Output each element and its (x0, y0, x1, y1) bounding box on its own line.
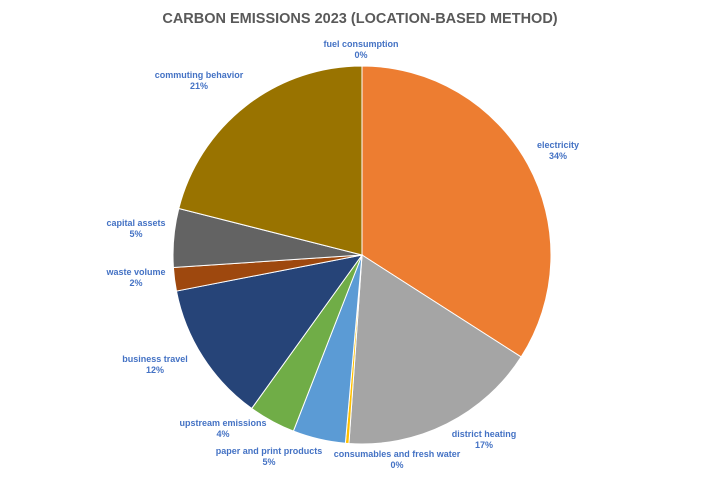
label-capital-assets: capital assets 5% (106, 218, 165, 239)
label-percent: 12% (146, 365, 164, 375)
label-percent: 21% (190, 81, 208, 91)
label-percent: 5% (262, 457, 275, 467)
label-paper-and-print-products: paper and print products 5% (216, 446, 323, 467)
label-name: electricity (537, 140, 579, 150)
label-fuel-consumption: fuel consumption 0% (324, 39, 399, 60)
label-name: consumables and fresh water (334, 449, 461, 459)
label-name: business travel (122, 354, 188, 364)
label-name: capital assets (106, 218, 165, 228)
label-consumables-and-fresh-water: consumables and fresh water 0% (334, 449, 461, 470)
data-labels: fuel consumption 0%electricity 34%district… (105, 39, 579, 470)
label-upstream-emissions: upstream emissions 4% (179, 418, 266, 439)
label-name: waste volume (105, 267, 165, 277)
label-percent: 4% (216, 429, 229, 439)
slice-commuting-behavior (178, 65, 363, 256)
label-district-heating: district heating 17% (452, 429, 517, 450)
label-commuting-behavior: commuting behavior 21% (155, 70, 244, 91)
label-business-travel: business travel 12% (122, 354, 188, 375)
label-percent: 2% (129, 278, 142, 288)
label-percent: 17% (475, 440, 493, 450)
label-percent: 0% (390, 460, 403, 470)
slice-electricity (361, 65, 552, 358)
label-percent: 0% (354, 50, 367, 60)
label-name: district heating (452, 429, 517, 439)
label-percent: 5% (129, 229, 142, 239)
pie-slices (172, 65, 552, 445)
label-waste-volume: waste volume 2% (105, 267, 165, 288)
label-electricity: electricity 34% (537, 140, 579, 161)
label-name: paper and print products (216, 446, 323, 456)
slice-business-travel (175, 254, 364, 410)
label-name: commuting behavior (155, 70, 244, 80)
label-name: fuel consumption (324, 39, 399, 49)
label-percent: 34% (549, 151, 567, 161)
slice-district-heating (348, 254, 522, 445)
label-name: upstream emissions (179, 418, 266, 428)
chart-title: CARBON EMISSIONS 2023 (LOCATION-BASED ME… (162, 11, 557, 27)
